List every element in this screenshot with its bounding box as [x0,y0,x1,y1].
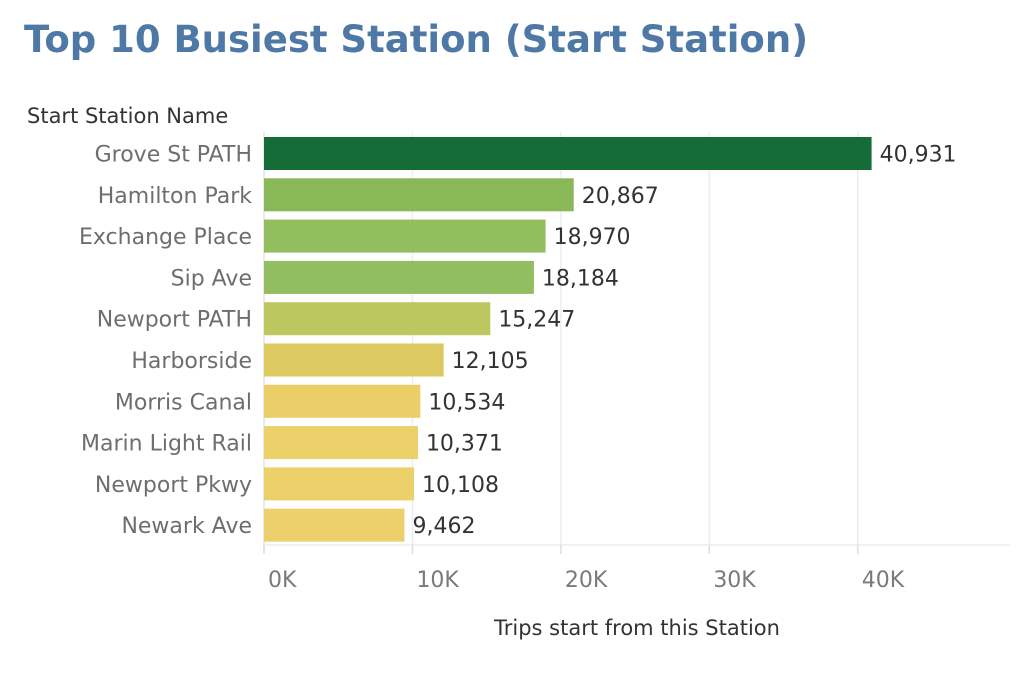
category-label: Grove St PATH [95,143,252,168]
category-label: Newport PATH [97,308,252,333]
category-label: Harborside [131,349,252,374]
x-tick-label: 0K [268,568,297,593]
x-tick-label: 10K [416,568,459,593]
x-tick-label: 40K [862,568,905,593]
category-label: Newport Pkwy [95,473,252,498]
x-tick-label: 20K [565,568,608,593]
value-label: 40,931 [880,143,957,168]
bar [264,508,405,542]
bar [264,302,491,336]
row-header: Start Station Name [27,104,228,128]
category-label: Exchange Place [79,225,252,250]
category-label: Sip Ave [171,266,252,291]
category-label: Hamilton Park [98,184,253,209]
bar [264,260,534,294]
bar [264,137,872,170]
bar [264,219,546,253]
value-label: 12,105 [452,349,529,374]
category-label: Marin Light Rail [81,432,252,457]
value-label: 10,108 [422,473,499,498]
value-label: 9,462 [412,514,475,539]
x-axis-ticks: 0K 10K 20K 30K 40K [263,545,905,593]
bar [264,467,415,501]
value-label: 20,867 [582,184,659,209]
chart-title: Top 10 Busiest Station (Start Station) [24,18,809,61]
value-label: 18,970 [554,225,631,250]
category-labels: Grove St PATH Hamilton Park Exchange Place… [79,143,252,540]
bar [264,384,421,418]
bars [264,137,872,542]
value-labels: 40,931 20,867 18,970 18,184 15,247 12,105 10,5… [412,143,956,540]
bar [264,178,574,212]
x-axis-title: Trips start from this Station [493,616,780,640]
value-label: 10,371 [426,432,503,457]
bar [264,343,444,377]
value-label: 10,534 [428,390,505,415]
x-tick-label: 30K [713,568,756,593]
category-label: Newark Ave [121,514,252,539]
bar [264,426,418,460]
category-label: Morris Canal [115,390,252,415]
value-label: 18,184 [542,266,619,291]
value-label: 15,247 [498,308,575,333]
